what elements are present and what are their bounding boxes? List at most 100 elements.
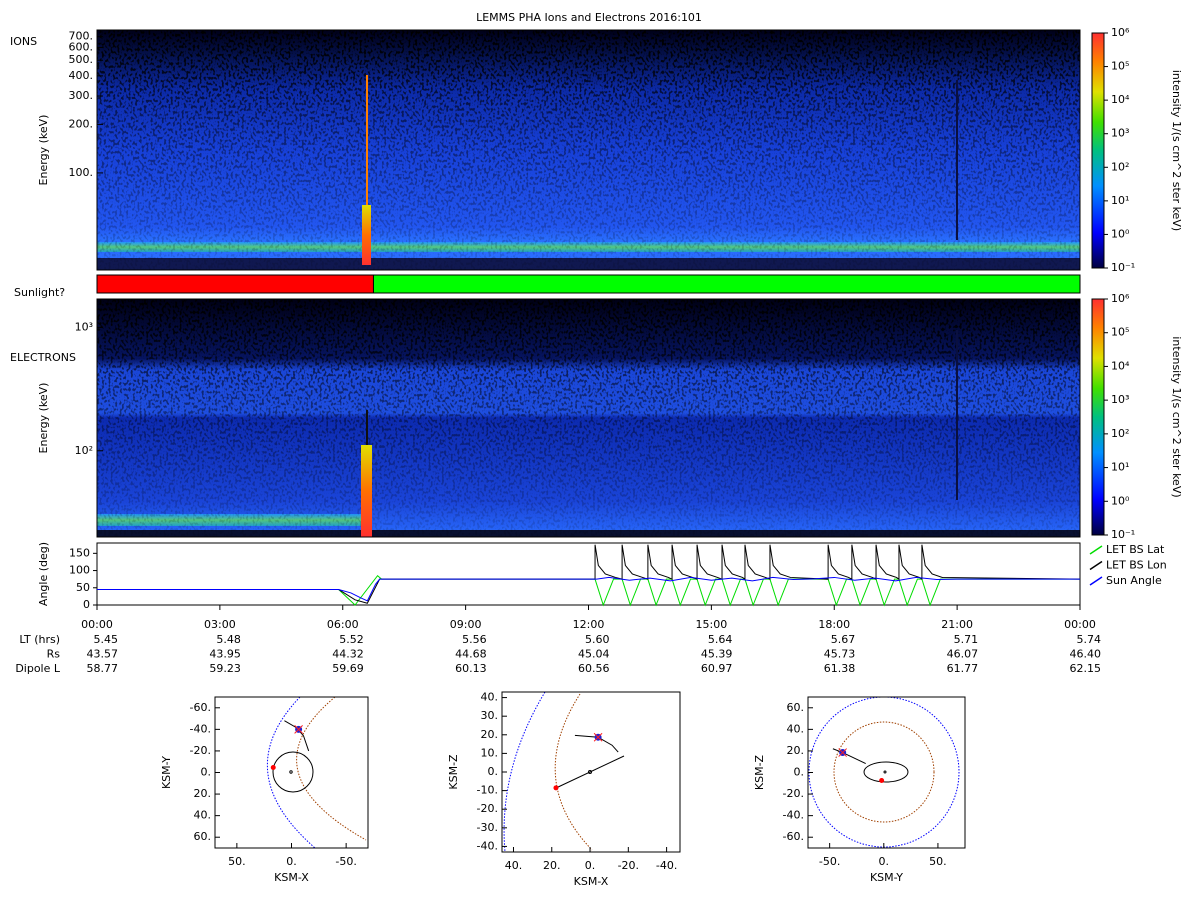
- electron-spectrogram-image: [97, 299, 1080, 537]
- y-tick-label: 10³: [75, 320, 93, 333]
- ephemeris-value: 5.45: [94, 633, 119, 646]
- ephemeris-value: 5.60: [585, 633, 610, 646]
- y-tick-label: 40.: [481, 691, 499, 704]
- ephemeris-value: 45.39: [701, 648, 733, 661]
- ephemeris-value: 60.56: [578, 662, 610, 675]
- ephemeris-value: 44.32: [332, 648, 364, 661]
- y-axis-label: Energy (keV): [37, 115, 50, 186]
- y-tick-label: -60.: [190, 701, 211, 714]
- y-axis-label: Energy (keV): [37, 383, 50, 454]
- angle-line: [97, 544, 1081, 604]
- x-tick-label: 50.: [929, 855, 947, 868]
- x-tick-label: 40.: [505, 859, 523, 872]
- y-tick-label: -30.: [477, 821, 498, 834]
- ephemeris-value: 45.04: [578, 648, 610, 661]
- x-tick-label: -40.: [656, 859, 677, 872]
- colorbar: [1091, 32, 1105, 269]
- colorbar-tick-label: 10⁻¹: [1111, 261, 1135, 274]
- y-tick-label: 30.: [481, 709, 499, 722]
- trajectory: [284, 720, 310, 752]
- ephemeris-value: 62.15: [1070, 662, 1102, 675]
- ephemeris-value: 44.68: [455, 648, 487, 661]
- y-tick-label: 600.: [69, 40, 94, 53]
- y-tick-label: 40.: [194, 809, 212, 822]
- colorbar-tick-label: 10⁰: [1111, 494, 1130, 507]
- ephemeris-value: 59.69: [332, 662, 364, 675]
- x-tick-label: 0.: [286, 855, 297, 868]
- y-tick-label: 60.: [787, 701, 805, 714]
- ephemeris-value: 46.07: [947, 648, 979, 661]
- x-axis-label: KSM-X: [274, 871, 309, 884]
- legend-swatch: [1089, 560, 1103, 571]
- ephemeris-value: 59.23: [209, 662, 241, 675]
- ephemeris-value: 5.56: [462, 633, 487, 646]
- x-tick-label: 0.: [879, 855, 890, 868]
- ephemeris-value: 43.57: [87, 648, 119, 661]
- ephemeris-value: 5.52: [339, 633, 364, 646]
- x-tick-label: 18:00: [818, 618, 850, 631]
- legend-label: Sun Angle: [1106, 574, 1162, 587]
- ephemeris-value: 46.40: [1070, 648, 1102, 661]
- y-tick-label: -20.: [477, 802, 498, 815]
- colorbar-label: intensity 1/(s cm^2 ster keV): [1170, 70, 1183, 231]
- ion-spectrogram-image: [97, 30, 1080, 270]
- y-tick-label: -20.: [783, 787, 804, 800]
- x-tick-label: 50.: [228, 855, 246, 868]
- colorbar-label: intensity 1/(s cm^2 ster keV): [1170, 336, 1183, 497]
- colorbar: [1091, 298, 1105, 536]
- sunlight-segment: [96, 274, 374, 294]
- y-tick-label: 700.: [69, 30, 94, 43]
- y-tick-label: 400.: [69, 69, 94, 82]
- colorbar-tick-label: 10⁶: [1111, 292, 1130, 305]
- y-tick-label: 60.: [194, 830, 212, 843]
- x-tick-label: -50.: [819, 855, 840, 868]
- colorbar-tick-label: 10³: [1111, 127, 1129, 140]
- y-tick-label: 0.: [488, 765, 499, 778]
- ephemeris-label: LT (hrs): [19, 633, 60, 646]
- moon-position: [270, 765, 276, 771]
- x-tick-label: 20.: [543, 859, 561, 872]
- y-axis-label: KSM-Y: [160, 756, 173, 789]
- y-tick-label: 500.: [69, 53, 94, 66]
- y-tick-label: 50: [76, 581, 90, 594]
- ion-frame: [96, 29, 1081, 271]
- y-tick-label: 200.: [69, 117, 94, 130]
- x-tick-label: 03:00: [204, 618, 236, 631]
- colorbar-tick-label: 10⁻¹: [1111, 528, 1135, 541]
- x-tick-label: 12:00: [573, 618, 605, 631]
- ephemeris-value: 61.38: [824, 662, 856, 675]
- legend-swatch: [1089, 576, 1103, 586]
- colorbar-tick-label: 10²: [1111, 427, 1129, 440]
- ephemeris-label: Rs: [47, 648, 61, 661]
- ephemeris-value: 5.74: [1077, 633, 1102, 646]
- spacecraft-cross: [593, 732, 603, 742]
- chart-title: LEMMS PHA Ions and Electrons 2016:101: [476, 11, 702, 24]
- panel-label: IONS: [10, 35, 37, 48]
- y-tick-label: 100.: [69, 166, 94, 179]
- orbit-frame: [807, 696, 966, 849]
- x-tick-label: -50.: [335, 855, 356, 868]
- sunlight-segment: [372, 274, 1081, 294]
- y-tick-label: 20.: [787, 744, 805, 757]
- electron-frame: [96, 298, 1081, 538]
- y-tick-label: 0.: [201, 766, 212, 779]
- y-axis-label: KSM-Z: [447, 754, 460, 790]
- y-tick-label: -60.: [783, 830, 804, 843]
- y-tick-label: 0: [83, 598, 90, 611]
- spacecraft-cross: [838, 748, 848, 757]
- ephemeris-value: 60.97: [701, 662, 733, 675]
- y-tick-label: 20.: [194, 787, 212, 800]
- legend-swatch: [1089, 545, 1103, 555]
- timeline-label: Sunlight?: [14, 286, 65, 299]
- x-axis-label: KSM-X: [574, 875, 609, 888]
- colorbar-tick-label: 10¹: [1111, 194, 1129, 207]
- colorbar-tick-label: 10⁵: [1111, 60, 1129, 73]
- colorbar-tick-label: 10⁰: [1111, 227, 1130, 240]
- colorbar-tick-label: 10¹: [1111, 461, 1129, 474]
- trajectory: [832, 748, 866, 765]
- moon-position: [553, 785, 559, 791]
- y-axis-label: Angle (deg): [37, 542, 50, 606]
- x-tick-label: 21:00: [941, 618, 973, 631]
- y-tick-label: 300.: [69, 89, 94, 102]
- colorbar-tick-label: 10⁶: [1111, 26, 1130, 39]
